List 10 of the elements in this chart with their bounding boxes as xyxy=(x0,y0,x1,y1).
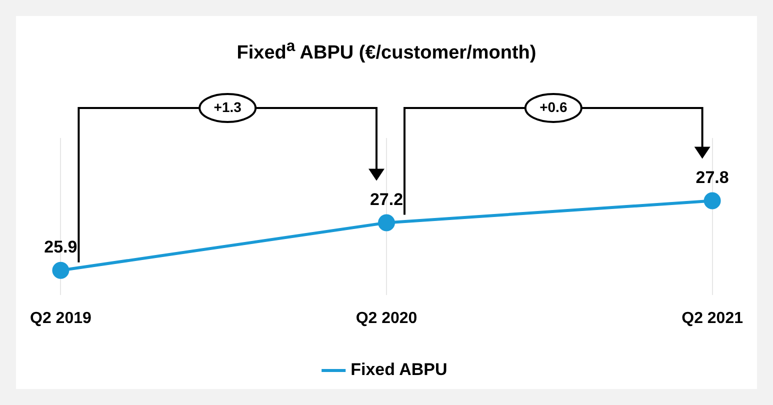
legend-label: Fixed ABPU xyxy=(350,360,448,380)
x-tick-label: Q2 2020 xyxy=(356,310,418,327)
text: +1.3 xyxy=(214,98,242,115)
data-label: 27.8 xyxy=(696,168,729,187)
x-tick-label: Q2 2019 xyxy=(30,310,92,327)
data-label: 27.2 xyxy=(370,190,404,209)
x-tick-label: Q2 2021 xyxy=(682,310,744,327)
chart-title: Fixed$^{a}$ ABPU (€/customer/month) xyxy=(236,37,538,66)
text: +0.6 xyxy=(540,98,568,115)
data-label: 25.9 xyxy=(44,238,78,257)
